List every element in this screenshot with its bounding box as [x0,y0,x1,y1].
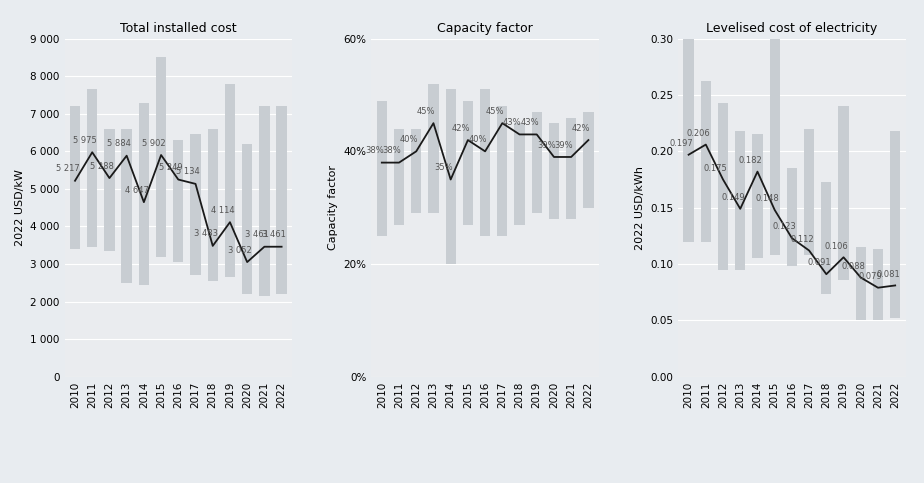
Text: 35%: 35% [434,163,453,172]
Text: 0.112: 0.112 [790,235,814,244]
Text: 5 217: 5 217 [56,164,79,173]
Text: 0.091: 0.091 [808,258,831,268]
Bar [156,57,166,256]
Bar [549,123,559,219]
Bar [276,106,286,294]
Bar [463,100,473,225]
Text: 0.197: 0.197 [670,139,693,148]
Bar [260,106,270,296]
Text: 38%: 38% [383,146,401,155]
Text: 42%: 42% [572,124,590,133]
Text: 5 249: 5 249 [159,163,183,172]
Text: 43%: 43% [520,118,539,127]
Bar [700,82,711,242]
Y-axis label: 2022 USD/kW: 2022 USD/kW [15,169,25,246]
Bar [718,103,728,270]
Text: 0.081: 0.081 [876,270,900,279]
Title: Capacity factor: Capacity factor [437,22,533,35]
Text: 45%: 45% [417,107,435,116]
Bar [104,129,115,251]
Title: Levelised cost of electricity: Levelised cost of electricity [706,22,878,35]
Bar [70,106,80,249]
Text: 3 461: 3 461 [262,230,286,239]
Bar [515,123,525,225]
Bar [394,129,404,225]
Text: 3 483: 3 483 [193,229,217,239]
Text: 0.148: 0.148 [756,194,779,203]
Bar [121,129,132,283]
Bar [736,131,746,270]
Text: 42%: 42% [452,124,470,133]
Text: 5 288: 5 288 [91,162,115,170]
Text: 0.149: 0.149 [722,193,745,202]
Text: 5 884: 5 884 [107,139,131,148]
Text: 39%: 39% [554,141,573,150]
Bar [531,112,541,213]
Bar [497,106,507,236]
Bar [873,249,883,320]
Y-axis label: Capacity factor: Capacity factor [328,165,338,250]
Bar [804,129,814,255]
Text: 45%: 45% [486,107,505,116]
Bar [838,106,849,280]
Title: Total installed cost: Total installed cost [120,22,237,35]
Text: 0.175: 0.175 [704,164,728,173]
Bar [445,89,456,264]
Bar [190,134,201,275]
Bar [786,168,797,266]
Text: 39%: 39% [538,141,556,150]
Text: 5 975: 5 975 [73,136,97,145]
Text: 38%: 38% [365,146,384,155]
Bar [173,140,184,262]
Bar [890,131,900,318]
Bar [87,89,97,247]
Bar [480,89,491,236]
Text: 3 461: 3 461 [245,230,269,239]
Text: 40%: 40% [468,135,487,144]
Text: 4 114: 4 114 [211,206,235,214]
Bar [566,117,577,219]
Bar [377,100,387,236]
Bar [770,39,780,255]
Text: 0.079: 0.079 [859,272,882,281]
Bar [411,129,421,213]
Bar [429,84,439,213]
Bar [856,247,866,320]
Text: 0.123: 0.123 [772,222,796,231]
Bar [208,129,218,281]
Y-axis label: 2022 USD/kWh: 2022 USD/kWh [635,166,645,250]
Bar [752,134,762,258]
Text: 0.088: 0.088 [842,262,866,271]
Bar [242,144,252,294]
Bar [821,182,832,295]
Text: 0.182: 0.182 [738,156,762,165]
Bar [684,39,694,242]
Text: 40%: 40% [400,135,419,144]
Text: 4 647: 4 647 [125,185,149,195]
Text: 0.106: 0.106 [824,242,848,251]
Text: 3 052: 3 052 [228,245,252,255]
Bar [139,102,149,284]
Text: 5 902: 5 902 [142,139,165,147]
Text: 0.206: 0.206 [687,129,711,138]
Bar [225,84,235,277]
Text: 43%: 43% [503,118,522,127]
Bar [583,112,593,208]
Text: 5 134: 5 134 [176,167,201,176]
